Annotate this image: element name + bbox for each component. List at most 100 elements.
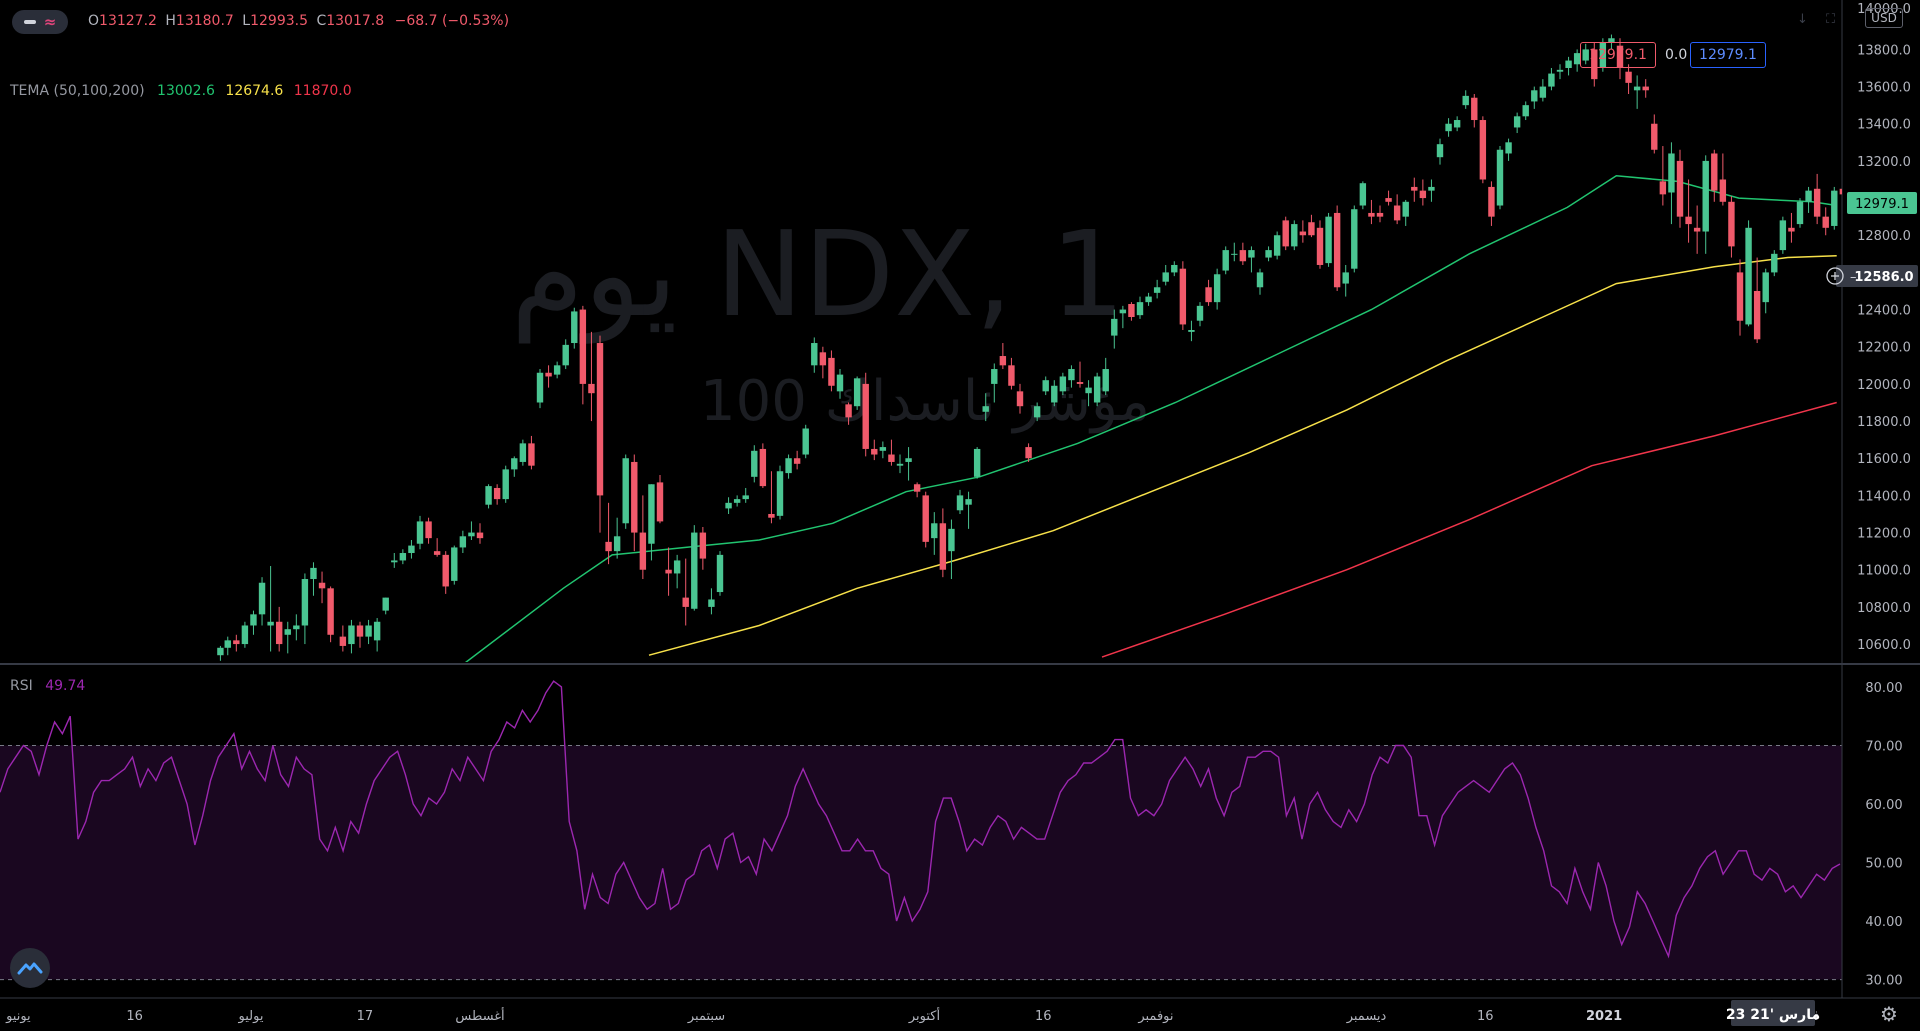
candle-body: [1333, 212, 1341, 288]
cloud-icon: [17, 962, 43, 975]
candle-body: [1153, 287, 1161, 293]
fullscreen-icon[interactable]: ⛶: [1826, 12, 1836, 27]
candle-body: [845, 404, 852, 418]
candle-body: [1376, 212, 1384, 217]
candle-body: [1342, 272, 1349, 284]
settings-gear-icon[interactable]: ⚙: [1880, 1002, 1898, 1026]
candle-body: [768, 513, 775, 518]
candle-body: [293, 625, 300, 630]
candle-body: [836, 374, 844, 392]
candle-body: [991, 369, 998, 384]
candle-body: [1633, 86, 1641, 91]
indicator-name[interactable]: TEMA (50,100,200): [10, 83, 145, 99]
candle-body: [1042, 380, 1049, 392]
candle-body: [1128, 303, 1135, 318]
buy-price-tag[interactable]: 12979.1: [1690, 42, 1766, 68]
candle-body: [802, 428, 809, 455]
price-axis[interactable]: 13800.013600.013400.013200.013000.012800…: [1857, 43, 1911, 653]
candle-body: [682, 597, 689, 607]
ohlc-change: −68.7 (−0.53%): [394, 13, 510, 29]
time-tick: نوفمبر: [1137, 1009, 1173, 1024]
candle-body: [1179, 268, 1187, 325]
candle-body: [631, 461, 638, 533]
rsi-label[interactable]: RSI: [10, 678, 33, 694]
candle-body: [511, 458, 518, 470]
candle-body: [1702, 160, 1709, 232]
crosshair-price-tag[interactable]: [1836, 265, 1918, 287]
candle-body: [1479, 120, 1487, 180]
visibility-toggle-button[interactable]: ≈: [12, 10, 68, 34]
candle-body: [502, 469, 509, 500]
indicator-legend[interactable]: TEMA (50,100,200) 13002.6 12674.6 11870.…: [10, 83, 352, 99]
time-tick: يونيو: [5, 1009, 31, 1024]
candle-body: [622, 458, 629, 524]
candle-body: [493, 487, 501, 500]
candle-body: [931, 523, 938, 539]
candle-body: [1539, 86, 1547, 98]
candle-body: [356, 625, 364, 637]
candle-body: [1599, 41, 1607, 68]
crosshair-date-tag: [1731, 1000, 1815, 1026]
tema-50-value: 13002.6: [157, 83, 215, 99]
candle-body: [1231, 253, 1238, 255]
candle-body: [1359, 183, 1367, 206]
download-icon[interactable]: ↓: [1797, 12, 1808, 27]
candle-body: [1436, 144, 1444, 158]
sell-price-tag[interactable]: 12979.1: [1580, 42, 1656, 68]
rsi-tick: 30.00: [1865, 974, 1902, 989]
rsi-legend[interactable]: RSI 49.74: [10, 678, 85, 694]
tradingview-logo[interactable]: [10, 948, 50, 988]
candle-body: [545, 372, 552, 377]
rsi-tick: 80.00: [1865, 681, 1902, 696]
candle-body: [1771, 253, 1778, 273]
candle-body: [828, 357, 835, 386]
candle-body: [416, 521, 424, 544]
tema-200-value: 11870.0: [293, 83, 352, 99]
candle-body: [1145, 296, 1152, 303]
candle-body: [665, 569, 672, 574]
time-tick: سبتمبر: [687, 1009, 725, 1024]
ohlc-open-label: O: [88, 13, 100, 29]
candle-body: [1805, 190, 1812, 202]
candle-body: [1411, 186, 1418, 191]
time-tick: أكتوبر: [908, 1007, 940, 1024]
price-tick: 12000.0: [1857, 378, 1911, 393]
time-tick: 16: [126, 1009, 143, 1024]
price-tick: 11400.0: [1857, 489, 1911, 504]
candle-body: [999, 356, 1007, 366]
add-alert-icon[interactable]: [1826, 267, 1844, 285]
price-tick: 12800.0: [1857, 229, 1911, 244]
price-tick: 13200.0: [1857, 155, 1911, 170]
candle-body: [785, 458, 792, 474]
candle-body: [613, 536, 621, 552]
candle-body: [536, 372, 544, 403]
price-tick: 11200.0: [1857, 527, 1911, 542]
currency-button[interactable]: USD: [1865, 8, 1903, 28]
candle-body: [528, 443, 535, 466]
candle-body: [1171, 264, 1178, 273]
candle-body: [1308, 222, 1315, 236]
candle-body: [468, 532, 475, 537]
candle-body: [1265, 250, 1272, 258]
candle-body: [742, 495, 749, 500]
candle-body: [1505, 142, 1512, 154]
candle-body: [442, 554, 449, 587]
candle-body: [1291, 224, 1298, 247]
candle-body: [1813, 188, 1821, 217]
candle-body: [905, 458, 912, 462]
candle-body: [485, 486, 492, 505]
crosshair-price-dash: –: [1850, 270, 1857, 285]
candle-body: [1625, 71, 1632, 83]
candle-body: [1213, 274, 1221, 303]
candle-body: [1839, 188, 1842, 195]
rsi-tick: 60.00: [1865, 798, 1902, 813]
rsi-line: [0, 680, 1841, 959]
candle-body: [1728, 201, 1735, 247]
rsi-axis[interactable]: 80.00 70.00 60.00 50.00 40.00 30.00: [1865, 681, 1902, 989]
candle-body: [348, 625, 355, 645]
candle-body: [793, 458, 801, 464]
hide-icon: [23, 20, 36, 24]
candle-body: [1093, 376, 1101, 403]
